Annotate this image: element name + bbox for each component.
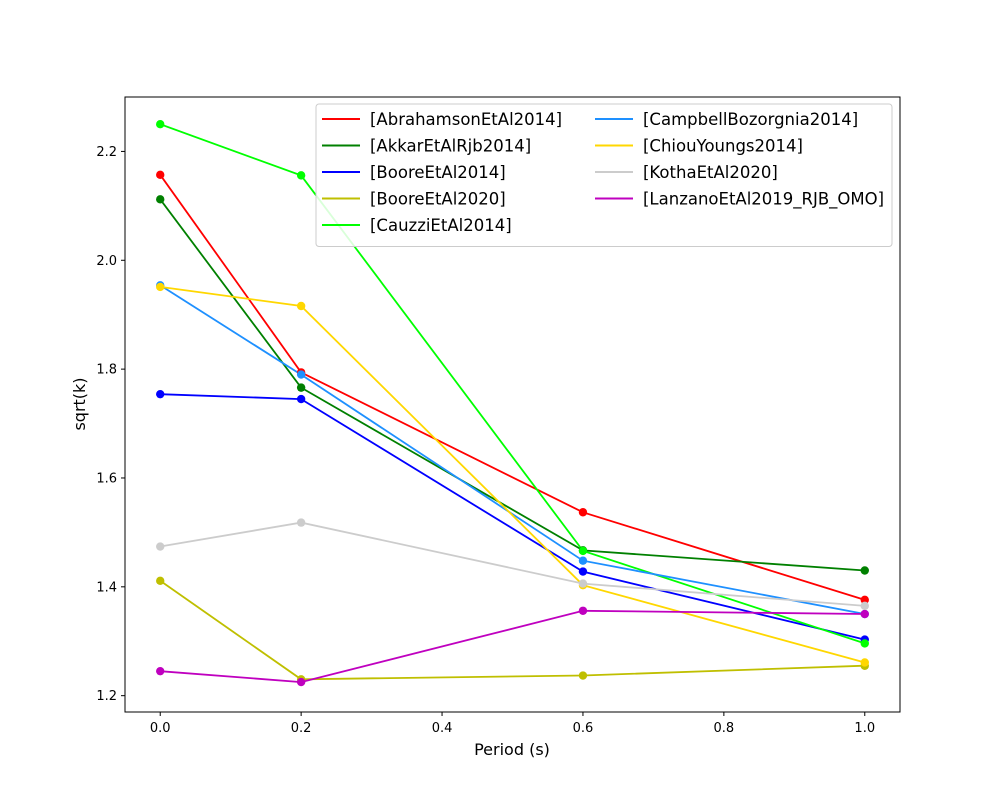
data-point	[860, 595, 869, 605]
data-point	[156, 389, 165, 399]
data-point	[578, 546, 588, 556]
series-layer	[156, 120, 869, 687]
series-line	[160, 521, 865, 607]
x-tick-label: 0.0	[150, 721, 171, 736]
series-line	[159, 580, 865, 681]
y-tick-label: 1.8	[96, 363, 117, 378]
data-point	[860, 658, 869, 667]
data-point	[296, 171, 306, 180]
data-point	[578, 671, 588, 680]
series-line	[160, 393, 866, 641]
series-line	[160, 286, 866, 664]
data-point	[156, 542, 165, 551]
data-point	[296, 301, 306, 311]
x-tick-label: 0.4	[432, 721, 453, 736]
series-line	[159, 123, 866, 645]
data-point	[156, 282, 165, 292]
legend-label: [KothaEtAl2020]	[643, 163, 778, 182]
x-axis-title: Period (s)	[474, 740, 550, 759]
legend-box	[315, 103, 893, 247]
legend-label: [AkkarEtAlRjb2014]	[370, 137, 531, 156]
data-point	[860, 601, 869, 611]
series-line	[159, 284, 865, 615]
data-point	[156, 576, 165, 586]
x-tick-label: 0.8	[714, 721, 735, 736]
data-point	[578, 508, 588, 517]
legend-label: [CampbellBozorgnia2014]	[643, 110, 858, 129]
legend-label: [LanzanoEtAl2019_RJB_OMO]	[643, 190, 884, 210]
data-point	[156, 195, 165, 204]
data-point	[156, 170, 165, 180]
data-point	[296, 518, 306, 527]
data-point	[578, 556, 588, 565]
data-point	[578, 567, 588, 576]
data-point	[156, 120, 165, 129]
series-line	[160, 609, 865, 684]
legend-label: [AbrahamsonEtAl2014]	[370, 110, 562, 129]
x-tick-label: 0.6	[573, 721, 594, 736]
data-point	[296, 677, 306, 687]
legend-label: [BooreEtAl2020]	[370, 190, 506, 209]
y-axis: 1.2 1.4 1.6 1.8 2.0 2.2	[96, 145, 125, 704]
legend: [AbrahamsonEtAl2014] [AkkarEtAlRjb2014] [B…	[315, 103, 893, 247]
data-point	[296, 394, 306, 404]
x-axis: 0.0 0.2 0.4 0.6 0.8 1.0	[150, 712, 875, 736]
series-line	[159, 174, 866, 601]
y-axis-title: sqrt(k)	[70, 377, 89, 430]
y-tick-label: 1.4	[96, 580, 117, 595]
y-tick-label: 2.2	[96, 145, 117, 160]
x-tick-label: 0.2	[291, 721, 312, 736]
y-tick-label: 2.0	[96, 254, 117, 269]
legend-label: [BooreEtAl2014]	[370, 163, 506, 182]
data-point	[860, 566, 869, 575]
data-point	[296, 383, 306, 392]
x-tick-label: 1.0	[854, 721, 875, 736]
plot-frame	[124, 96, 901, 713]
data-point	[860, 639, 869, 648]
data-point	[860, 609, 869, 619]
series-line	[159, 198, 865, 572]
y-tick-label: 1.2	[96, 689, 117, 704]
data-point	[296, 370, 306, 379]
y-tick-label: 1.6	[96, 471, 117, 486]
legend-label: [ChiouYoungs2014]	[643, 137, 803, 156]
data-point	[578, 606, 588, 615]
legend-label: [CauzziEtAl2014]	[370, 216, 512, 235]
data-point	[578, 579, 588, 588]
data-point	[156, 666, 165, 676]
